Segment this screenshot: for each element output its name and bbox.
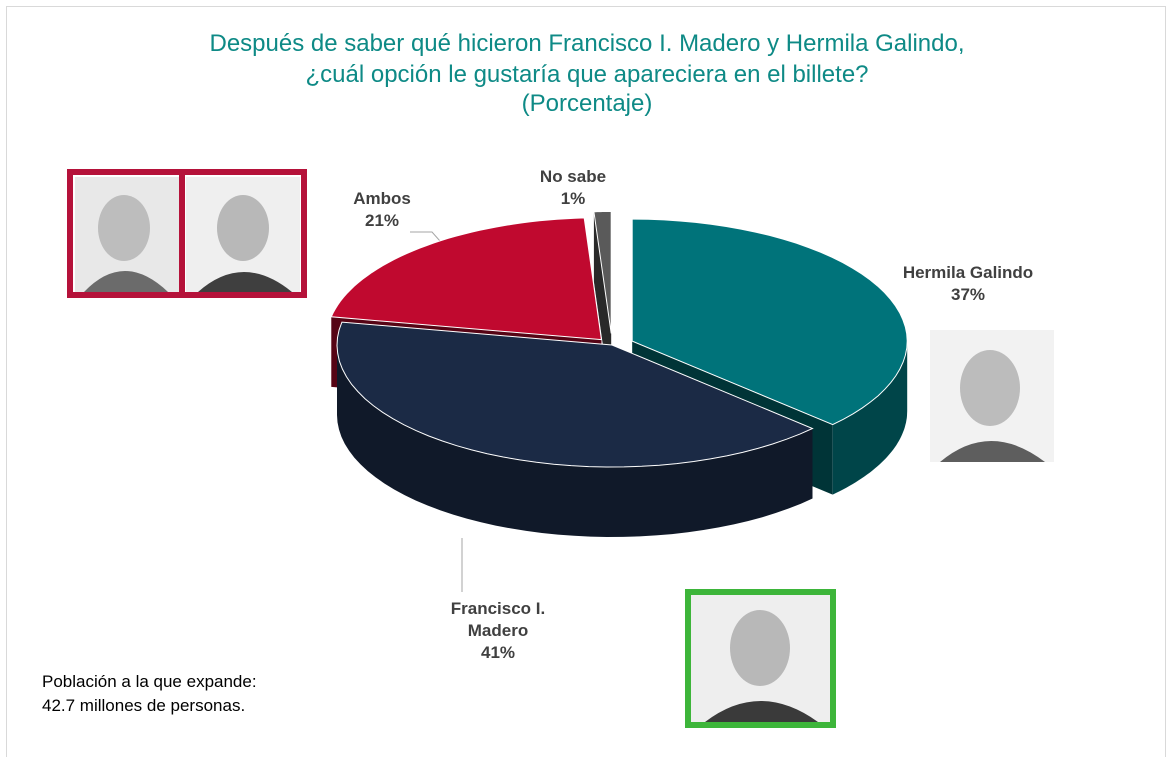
- value-label: 21%: [364, 211, 400, 230]
- category-label: Ambos: [353, 189, 411, 208]
- chart-title: Después de saber qué hicieron Francisco …: [209, 30, 965, 88]
- annotation: Población a la que expande:: [42, 672, 257, 691]
- value-label: 41%: [480, 643, 516, 662]
- value-label: 37%: [950, 285, 986, 304]
- portrait-pair: [67, 169, 307, 298]
- category-label: Hermila Galindo: [902, 263, 1034, 282]
- annotation: 42.7 millones de personas.: [42, 696, 246, 715]
- data-label: Ambos 21%: [322, 188, 442, 232]
- chart-subtitle: (Porcentaje): [521, 90, 653, 117]
- slice: [631, 218, 908, 426]
- slice: [336, 321, 814, 468]
- category-label: No sabe: [539, 167, 607, 186]
- slice: [330, 217, 603, 341]
- slice-side: [337, 345, 813, 537]
- value-label: 1%: [560, 189, 586, 208]
- portrait-madero: [685, 589, 836, 728]
- data-label: Francisco I. Madero 41%: [438, 598, 558, 664]
- frame: [6, 6, 1166, 757]
- portrait-hermila: [930, 330, 1054, 462]
- slice-side: [832, 341, 908, 495]
- category-label: Francisco I. Madero: [450, 599, 546, 640]
- data-label: Hermila Galindo 37%: [868, 262, 1068, 306]
- data-label: No sabe 1%: [513, 166, 633, 210]
- slice: [593, 211, 612, 334]
